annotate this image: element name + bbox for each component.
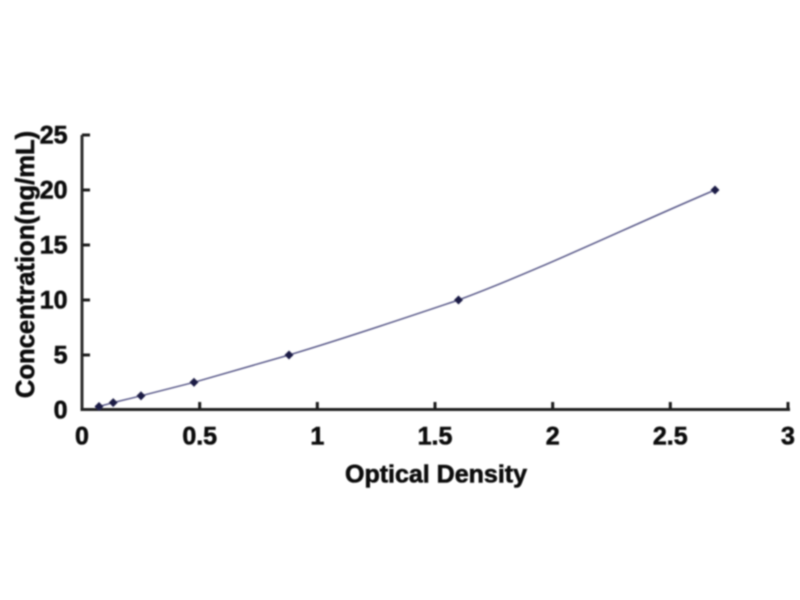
svg-text:Optical Density: Optical Density [345, 461, 527, 489]
svg-text:1: 1 [310, 423, 324, 451]
svg-text:0.5: 0.5 [182, 423, 217, 451]
svg-text:25: 25 [40, 122, 68, 150]
svg-text:0: 0 [75, 423, 89, 451]
svg-text:3: 3 [781, 423, 795, 451]
svg-text:2.5: 2.5 [653, 423, 688, 451]
svg-text:20: 20 [40, 177, 68, 205]
svg-text:5: 5 [54, 342, 68, 370]
svg-text:10: 10 [40, 287, 68, 315]
svg-text:2: 2 [546, 423, 560, 451]
svg-text:1.5: 1.5 [418, 423, 453, 451]
svg-text:Concentration(ng/mL): Concentration(ng/mL) [12, 131, 40, 398]
svg-text:0: 0 [54, 397, 68, 425]
svg-text:15: 15 [40, 232, 68, 260]
